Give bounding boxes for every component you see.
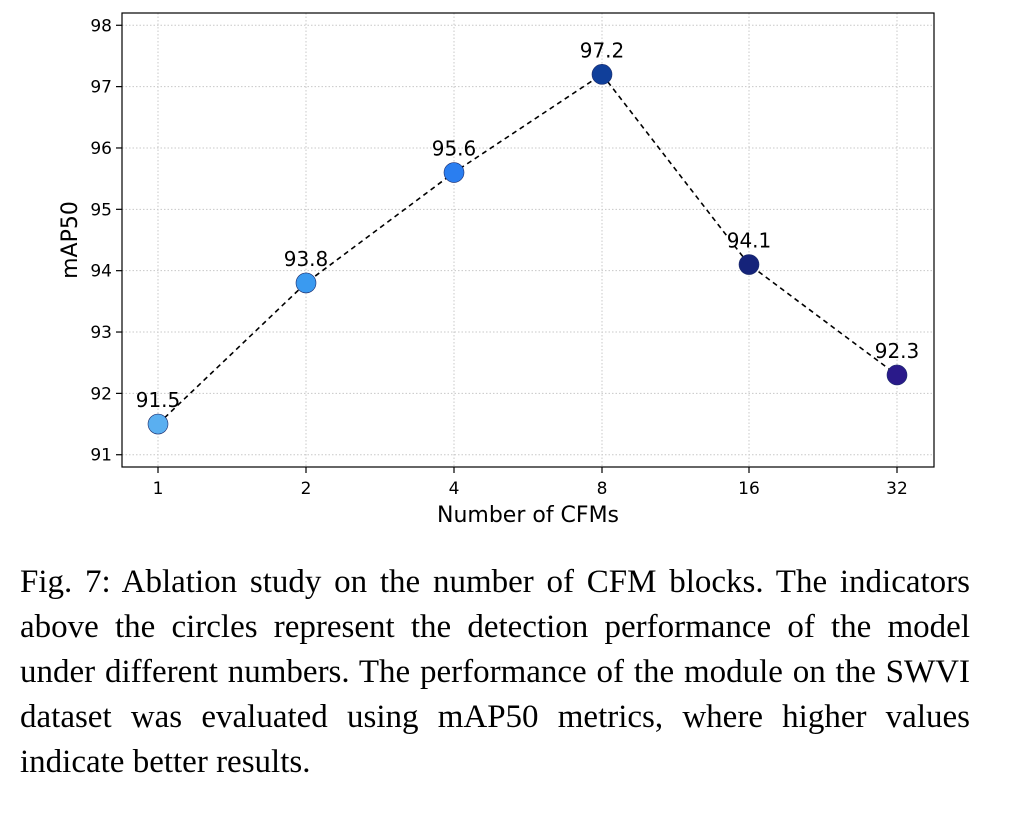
plot-frame xyxy=(121,12,935,468)
y-tick-label: 93 xyxy=(90,323,112,343)
y-tick-label: 92 xyxy=(90,384,112,404)
data-labels: 91.5 93.8 95.6 97.2 94.1 92.3 xyxy=(136,38,920,412)
y-axis-label: mAP50 xyxy=(58,201,83,279)
axes: 91 92 93 94 95 96 97 98 1 2 4 8 16 32 xyxy=(90,12,935,499)
figure-caption: Fig. 7: Ablation study on the number of … xyxy=(20,564,970,780)
data-point xyxy=(591,64,613,85)
grid xyxy=(122,13,934,467)
data-label: 97.2 xyxy=(580,38,625,62)
data-label: 95.6 xyxy=(432,137,477,161)
data-point xyxy=(147,413,169,435)
y-tick-label: 94 xyxy=(90,262,112,282)
data-label: 93.8 xyxy=(284,247,329,271)
y-tick-label: 98 xyxy=(90,16,112,36)
data-point xyxy=(886,364,908,386)
series xyxy=(147,64,908,435)
y-tick-label: 95 xyxy=(90,200,112,220)
x-tick-label: 8 xyxy=(597,479,608,499)
x-tick-label: 2 xyxy=(301,479,312,499)
x-tick-label: 32 xyxy=(886,479,908,499)
y-tick-label: 96 xyxy=(90,139,112,159)
x-axis-label: Number of CFMs xyxy=(437,503,619,528)
series-line xyxy=(157,73,898,425)
y-tick-label: 91 xyxy=(90,446,112,466)
x-tick-label: 1 xyxy=(153,479,164,499)
data-point xyxy=(443,162,465,183)
x-tick-label: 16 xyxy=(738,479,760,499)
x-tick-label: 4 xyxy=(449,479,460,499)
data-label: 94.1 xyxy=(727,229,772,253)
data-label: 92.3 xyxy=(875,339,920,363)
y-tick-label: 97 xyxy=(90,78,112,98)
data-point xyxy=(295,272,317,294)
data-point xyxy=(738,254,760,275)
data-label: 91.5 xyxy=(136,388,181,412)
line-chart: 91 92 93 94 95 96 97 98 1 2 4 8 16 32 91.5 93.8 95.6 97.… xyxy=(58,12,935,528)
